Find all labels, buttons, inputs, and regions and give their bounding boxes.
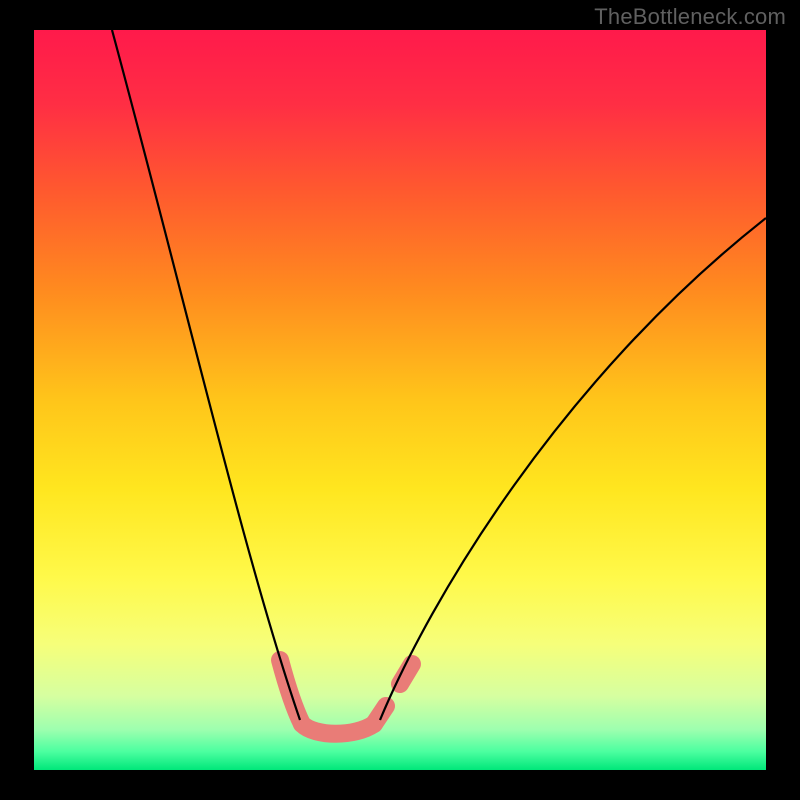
highlight-segment-valley: [302, 724, 374, 734]
bottleneck-chart: [0, 0, 800, 800]
chart-stage: TheBottleneck.com: [0, 0, 800, 800]
watermark-text: TheBottleneck.com: [594, 4, 786, 30]
chart-plot-area: [34, 30, 766, 770]
